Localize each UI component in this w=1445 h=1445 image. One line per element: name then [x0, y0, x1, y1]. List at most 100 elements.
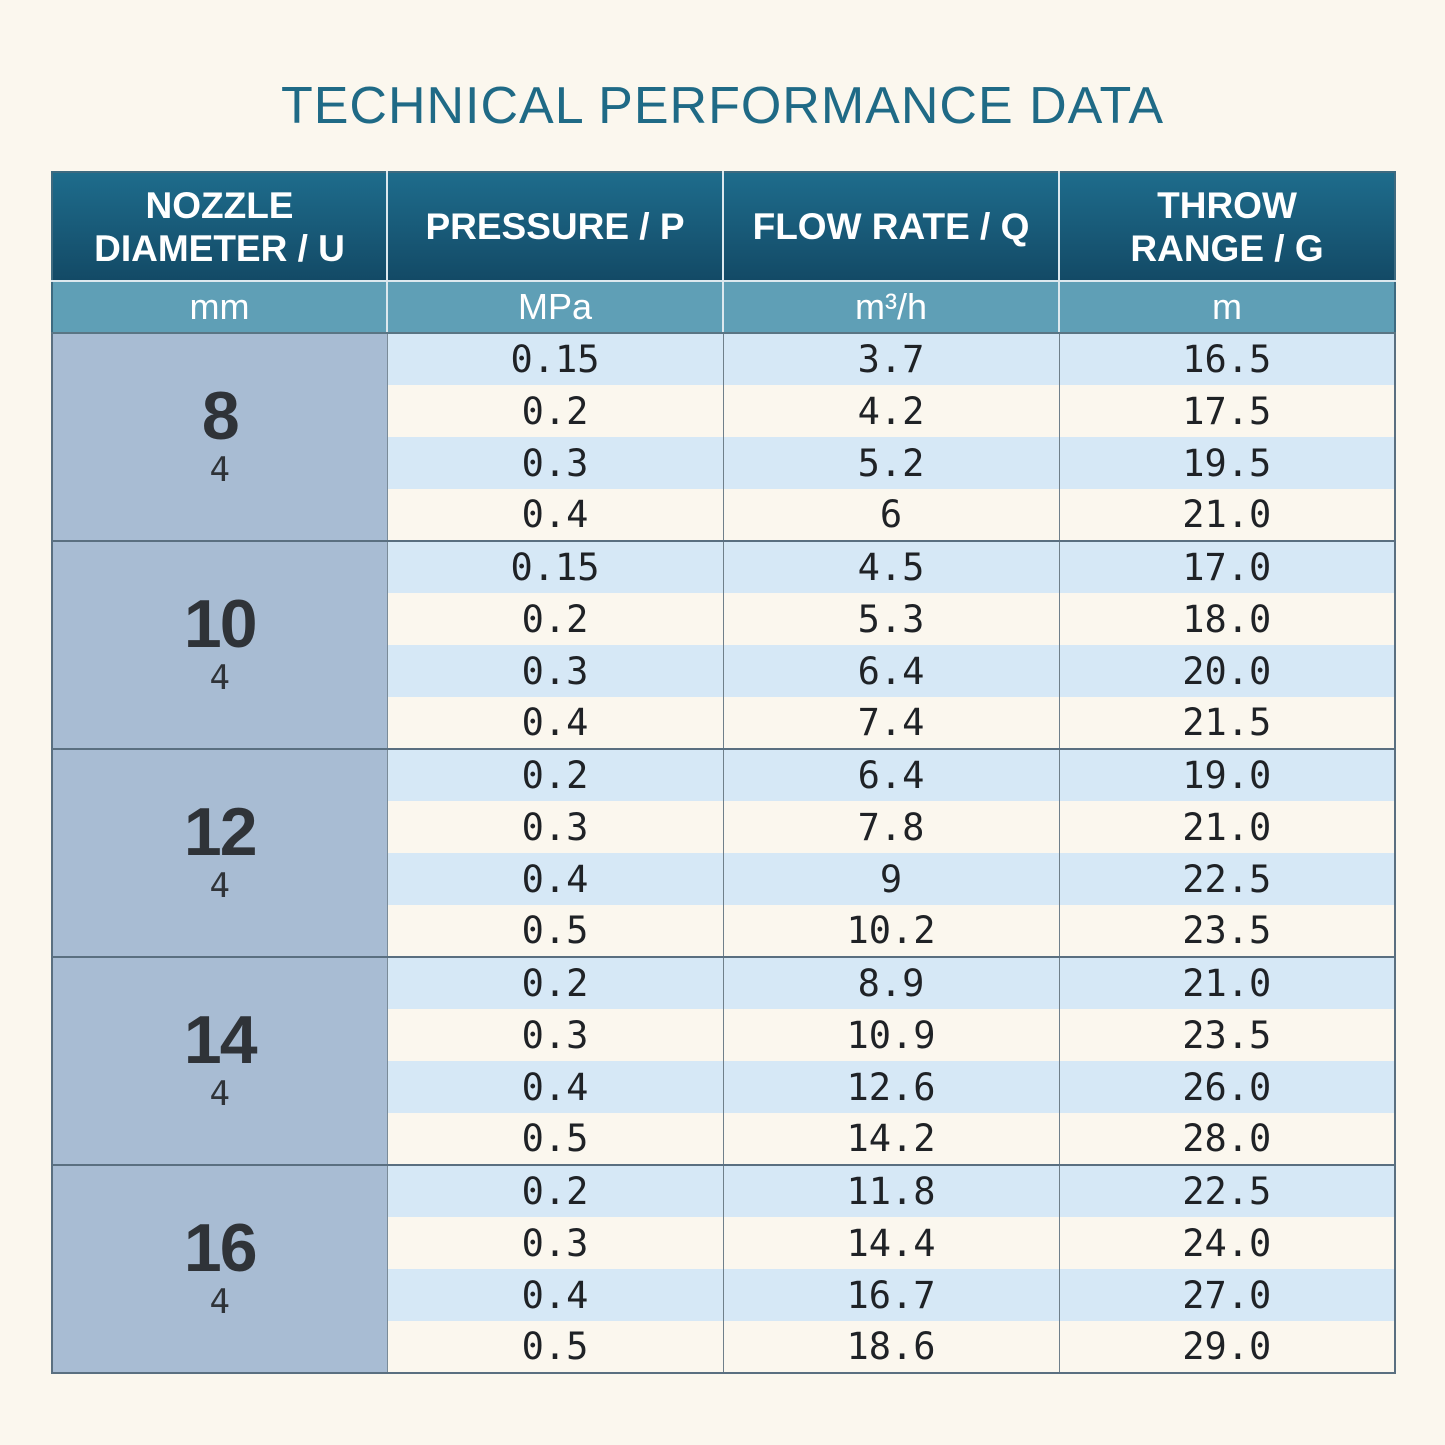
pressure-cell: 0.2: [386, 593, 724, 645]
nozzle-diameter-value: 12: [183, 794, 258, 870]
pressure-cell: 0.4: [386, 1061, 724, 1113]
throw-range-cell: 17.0: [1058, 540, 1396, 593]
table-row: 16 4 0.2 11.8 22.5: [51, 1164, 1396, 1374]
pressure-cell: 0.2: [386, 956, 724, 1009]
header-line: RANGE / G: [1130, 227, 1324, 269]
pressure-cell: 0.3: [386, 645, 724, 697]
throw-range-cell: 21.5: [1058, 697, 1396, 750]
throw-range-cell: 19.5: [1058, 437, 1396, 489]
throw-range-cell: 18.0: [1058, 593, 1396, 645]
throw-range-cell: 26.0: [1058, 1061, 1396, 1113]
nozzle-diameter-cell: 12 4: [51, 748, 388, 958]
nozzle-diameter-sub: 4: [209, 1282, 230, 1322]
flow-rate-cell: 7.8: [722, 801, 1060, 853]
flow-rate-cell: 16.7: [722, 1269, 1060, 1321]
throw-range-cell: 20.0: [1058, 645, 1396, 697]
throw-range-cell: 16.5: [1058, 332, 1396, 385]
nozzle-diameter-cell: 14 4: [51, 956, 388, 1166]
throw-range-cell: 17.5: [1058, 385, 1396, 437]
header-line: PRESSURE / P: [425, 206, 685, 247]
nozzle-diameter-sub: 4: [209, 450, 230, 490]
flow-rate-cell: 14.2: [722, 1113, 1060, 1166]
throw-range-cell: 21.0: [1058, 801, 1396, 853]
pressure-cell: 0.5: [386, 1321, 724, 1374]
flow-rate-cell: 10.2: [722, 905, 1060, 958]
table-row: 0.4 6 21.0: [52, 489, 1396, 542]
flow-rate-cell: 4.2: [722, 385, 1060, 437]
table-row: 0.5 10.2 23.5: [52, 905, 1396, 958]
flow-rate-cell: 12.6: [722, 1061, 1060, 1113]
throw-range-cell: 27.0: [1058, 1269, 1396, 1321]
pressure-cell: 0.15: [386, 332, 724, 385]
unit-diameter: mm: [51, 280, 388, 334]
nozzle-diameter-sub: 4: [209, 1074, 230, 1114]
table-row: 0.5 18.6 29.0: [52, 1321, 1396, 1374]
table-row: 8 4 0.15 3.7 16.5: [51, 332, 1396, 542]
header-line: DIAMETER / U: [94, 227, 345, 269]
flow-rate-cell: 6.4: [722, 748, 1060, 801]
header-pressure: PRESSURE / P: [386, 171, 724, 282]
throw-range-cell: 21.0: [1058, 489, 1396, 542]
throw-range-cell: 21.0: [1058, 956, 1396, 1009]
flow-rate-cell: 3.7: [722, 332, 1060, 385]
flow-rate-cell: 5.2: [722, 437, 1060, 489]
throw-range-cell: 22.5: [1058, 1164, 1396, 1217]
throw-range-cell: 22.5: [1058, 853, 1396, 905]
unit-row: mm MPa m³/h m: [51, 280, 1396, 334]
table-row: 0.4 7.4 21.5: [52, 697, 1396, 750]
table-row: 0.3 7.8 21.0: [52, 801, 1396, 853]
table-row: 0.5 14.2 28.0: [52, 1113, 1396, 1166]
flow-rate-cell: 10.9: [722, 1009, 1060, 1061]
performance-table: NOZZLE DIAMETER / U PRESSURE / P FLOW RA…: [51, 171, 1396, 1374]
pressure-cell: 0.3: [386, 801, 724, 853]
throw-range-cell: 24.0: [1058, 1217, 1396, 1269]
flow-rate-cell: 9: [722, 853, 1060, 905]
flow-rate-cell: 7.4: [722, 697, 1060, 750]
throw-range-cell: 29.0: [1058, 1321, 1396, 1374]
pressure-cell: 0.2: [386, 748, 724, 801]
pressure-cell: 0.2: [386, 1164, 724, 1217]
flow-rate-cell: 18.6: [722, 1321, 1060, 1374]
flow-rate-cell: 14.4: [722, 1217, 1060, 1269]
throw-range-cell: 19.0: [1058, 748, 1396, 801]
nozzle-diameter-value: 8: [201, 378, 240, 454]
pressure-cell: 0.5: [386, 1113, 724, 1166]
table-row: 0.4 16.7 27.0: [52, 1269, 1396, 1321]
header-flow-rate: FLOW RATE / Q: [722, 171, 1060, 282]
table-row: 0.3 5.2 19.5: [52, 437, 1396, 489]
pressure-cell: 0.4: [386, 853, 724, 905]
nozzle-diameter-cell: 10 4: [51, 540, 388, 750]
throw-range-cell: 28.0: [1058, 1113, 1396, 1166]
pressure-cell: 0.4: [386, 1269, 724, 1321]
nozzle-diameter-value: 14: [183, 1002, 258, 1078]
table-row: 0.3 14.4 24.0: [52, 1217, 1396, 1269]
nozzle-diameter-sub: 4: [209, 658, 230, 698]
header-throw-range: THROW RANGE / G: [1058, 171, 1396, 282]
throw-range-cell: 23.5: [1058, 905, 1396, 958]
flow-rate-cell: 6: [722, 489, 1060, 542]
throw-range-cell: 23.5: [1058, 1009, 1396, 1061]
pressure-cell: 0.3: [386, 1009, 724, 1061]
unit-throw-range: m: [1058, 280, 1396, 334]
nozzle-diameter-sub: 4: [209, 866, 230, 906]
flow-rate-cell: 5.3: [722, 593, 1060, 645]
table-row: 12 4 0.2 6.4 19.0: [51, 748, 1396, 958]
pressure-cell: 0.15: [386, 540, 724, 593]
flow-rate-cell: 6.4: [722, 645, 1060, 697]
pressure-cell: 0.4: [386, 697, 724, 750]
nozzle-diameter-value: 16: [183, 1210, 258, 1286]
header-line: THROW: [1157, 184, 1297, 226]
header-line: FLOW RATE / Q: [752, 206, 1030, 247]
header-nozzle-diameter: NOZZLE DIAMETER / U: [51, 171, 388, 282]
table-row: 0.3 6.4 20.0: [52, 645, 1396, 697]
table-row: 0.4 9 22.5: [52, 853, 1396, 905]
unit-flow-rate: m³/h: [722, 280, 1060, 334]
header-row: NOZZLE DIAMETER / U PRESSURE / P FLOW RA…: [51, 171, 1396, 282]
nozzle-diameter-value: 10: [183, 586, 258, 662]
flow-rate-cell: 11.8: [722, 1164, 1060, 1217]
flow-rate-cell: 4.5: [722, 540, 1060, 593]
table-row: 10 4 0.15 4.5 17.0: [51, 540, 1396, 750]
pressure-cell: 0.2: [386, 385, 724, 437]
table-body: 8 4 0.15 3.7 16.5 0.2 4.2 17.5 0.3 5.2 19.5 0.4 6 21.…: [51, 332, 1396, 1374]
